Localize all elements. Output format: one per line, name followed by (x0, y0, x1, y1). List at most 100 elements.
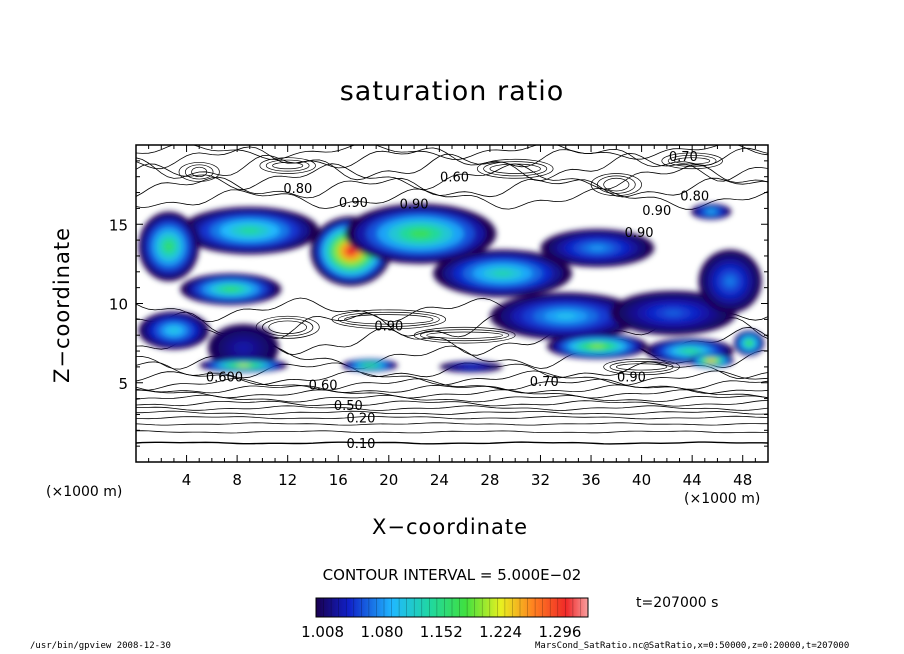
contour-loop (667, 154, 717, 167)
contour-line (136, 145, 768, 161)
contour-label: 0.90 (642, 204, 671, 219)
contour-loop (603, 358, 680, 376)
contour-label: 0.70 (669, 150, 698, 165)
x-tick-label: 8 (232, 471, 242, 489)
contour-loop (615, 363, 668, 371)
colorbar-tick-label: 1.296 (538, 623, 581, 641)
contour-label: 0.90 (617, 370, 646, 385)
saturation-region (365, 364, 374, 367)
contour-labels: 0.10 0.200.50 0.60 0.600 0.70 0.90 0.90 0.80 0.6… (206, 150, 709, 452)
contour-line (136, 441, 768, 445)
saturation-region (164, 241, 174, 252)
contour-line (136, 422, 768, 426)
contour-line (136, 370, 768, 386)
contour-loop (590, 173, 642, 197)
footer-left: /usr/bin/gpview 2008-12-30 (30, 641, 171, 651)
y-tick-label: 5 (118, 375, 128, 393)
contour-interval: CONTOUR INTERVAL = 5.000E−02 (322, 566, 582, 584)
contour-loop (268, 320, 307, 334)
x-axis-label-wrap: X−coordinate (0, 515, 904, 539)
saturation-region (223, 286, 239, 292)
saturation-fill (138, 203, 765, 373)
contour-line (136, 389, 768, 399)
saturation-region (554, 312, 577, 320)
contour-line (136, 415, 768, 420)
contour-loop (483, 161, 548, 177)
contour-line (136, 378, 768, 391)
saturation-region (238, 344, 249, 352)
contour-label: 0.80 (283, 182, 312, 197)
x-tick-label: 24 (430, 471, 449, 489)
contour-loop (609, 361, 674, 373)
contour-loop (344, 314, 434, 325)
x-tick-label: 4 (182, 471, 192, 489)
colorbar-tick-label: 1.224 (479, 623, 522, 641)
x-tick-label: 48 (733, 471, 752, 489)
contour-label: 0.90 (374, 320, 403, 335)
contour-label: 0.80 (680, 190, 709, 205)
contour-loop (191, 166, 208, 178)
contour-loop (661, 152, 723, 170)
saturation-region (590, 344, 605, 349)
contour-line (136, 163, 768, 191)
contour-loop (178, 162, 220, 182)
colorbar-tick-label: 1.008 (301, 623, 344, 641)
saturation-region (237, 364, 250, 367)
contour-loop (272, 162, 304, 170)
x-tick-label: 28 (480, 471, 499, 489)
x-tick-label: 36 (581, 471, 600, 489)
contour-loop (259, 157, 316, 174)
saturation-region (708, 210, 715, 213)
y-axis-unit: (×1000 m) (46, 484, 123, 500)
contour-label: 0.70 (530, 375, 559, 390)
contour-label: 0.90 (339, 196, 368, 211)
saturation-region (664, 309, 683, 317)
footer-right: MarsCond_SatRatio.nc@SatRatio,x=0:50000,… (535, 641, 850, 651)
colorbar: 1.008 1.080 1.152 1.224 1.296 (301, 597, 589, 641)
contour-line (136, 410, 768, 416)
x-tick-label: 20 (379, 471, 398, 489)
contour-loop (597, 175, 636, 194)
saturation-region (707, 359, 715, 362)
colorbar-tick-label: 1.152 (420, 623, 463, 641)
time-label: t=207000 s (636, 595, 719, 611)
contour-line (136, 394, 768, 403)
saturation-region (683, 349, 696, 353)
contour-loop (413, 326, 516, 344)
y-tick-label: 15 (109, 216, 128, 234)
contour-loop (426, 331, 503, 339)
contour-loop (337, 311, 440, 327)
contour-loop (420, 329, 510, 342)
contour-loop (331, 309, 447, 330)
x-tick-label: 16 (329, 471, 348, 489)
contour-loop (262, 318, 314, 337)
chart-title: saturation ratio (339, 76, 565, 107)
contour-label: 0.90 (400, 198, 429, 213)
contour-line (136, 146, 768, 170)
contour-label: 0.600 (206, 370, 243, 385)
contour-loop (184, 164, 214, 180)
contour-loop (603, 177, 630, 192)
x-axis-label: X−coordinate (372, 515, 528, 539)
contour-label: 0.20 (347, 412, 376, 427)
saturation-region (492, 269, 513, 277)
colorbar-tick-label: 1.080 (360, 623, 403, 641)
contour-label: 0.60 (309, 378, 338, 393)
x-tick-label: 32 (531, 471, 550, 489)
contour-label: 0.50 (334, 399, 363, 414)
contour-label: 0.60 (440, 171, 469, 186)
contour-line (136, 430, 768, 434)
contour-line (136, 176, 768, 199)
saturation-region (345, 246, 357, 257)
contour-line (136, 384, 768, 394)
contour-label: 0.90 (625, 226, 654, 241)
saturation-layers (138, 203, 765, 373)
saturation-region (466, 366, 476, 368)
saturation-region (168, 327, 179, 334)
saturation-region (239, 227, 260, 234)
x-axis-unit: (×1000 m) (684, 491, 761, 507)
contour-line (136, 400, 768, 407)
contour-label: 0.10 (347, 437, 376, 452)
